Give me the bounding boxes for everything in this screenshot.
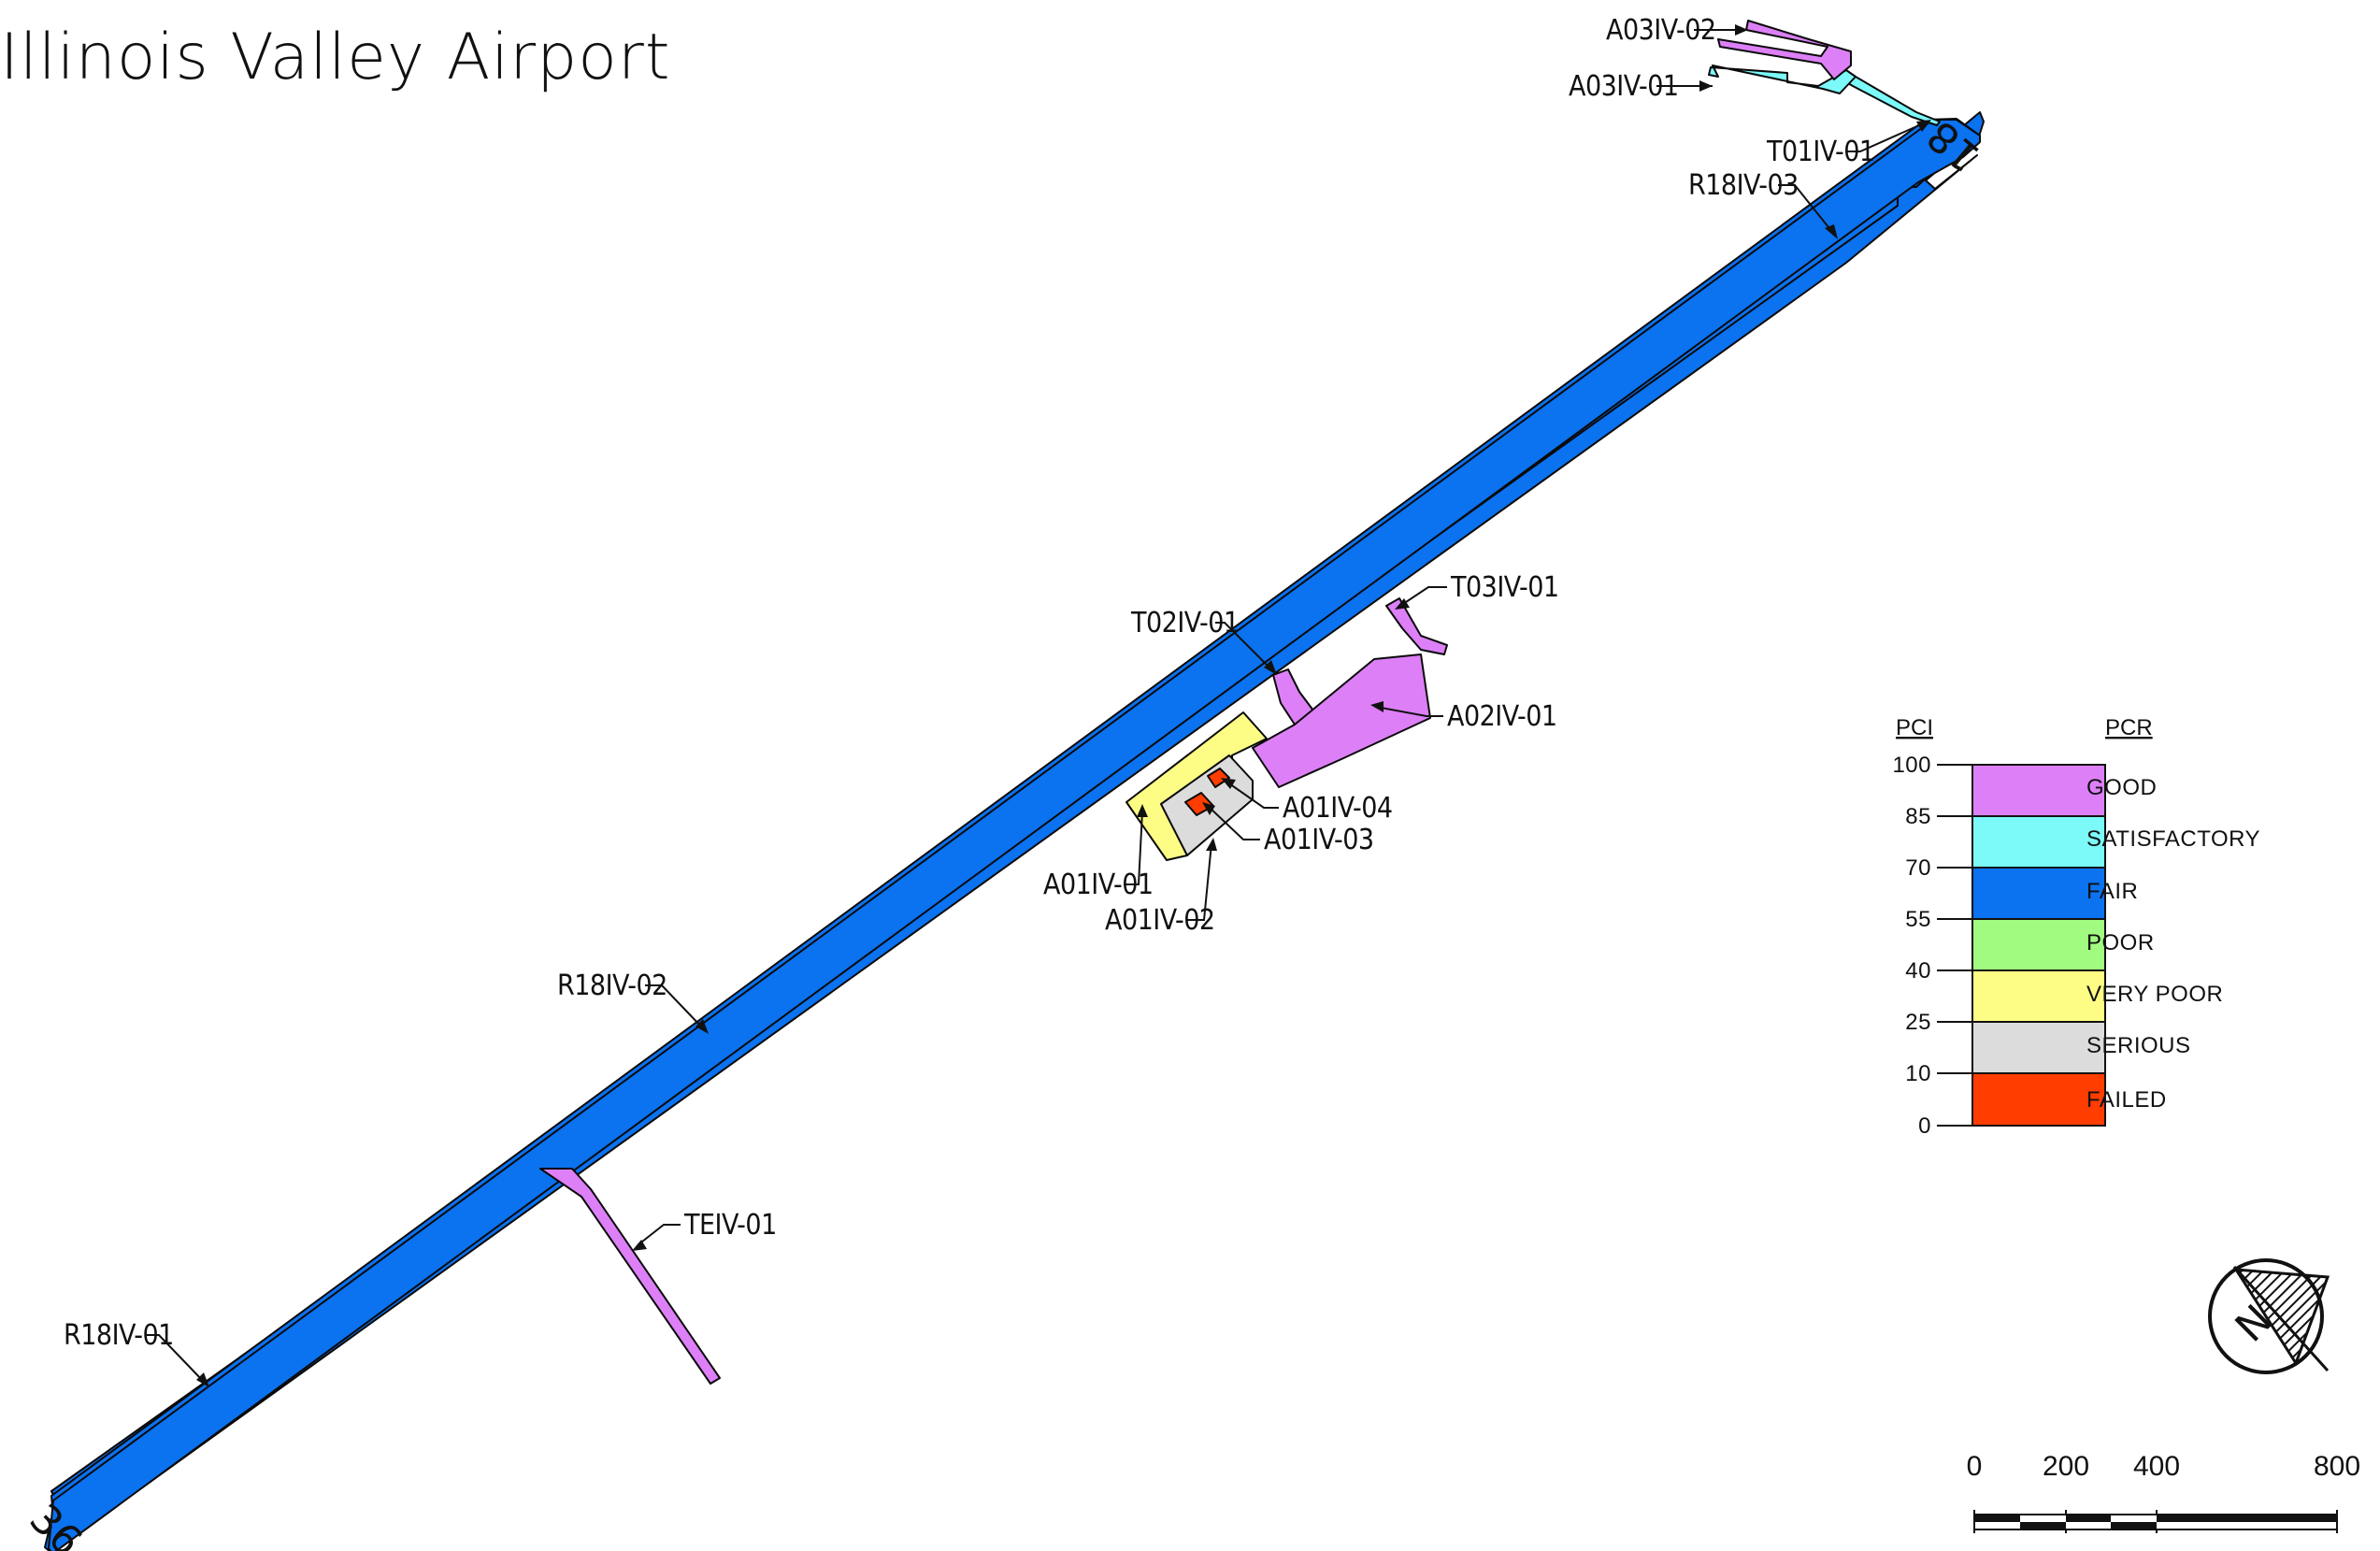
legend-swatch-serious bbox=[1971, 1021, 2106, 1074]
legend-tick-85: 85 bbox=[1905, 804, 1931, 829]
legend-tick-25: 25 bbox=[1905, 1010, 1931, 1035]
legend-swatch-satisfactory bbox=[1971, 815, 2106, 869]
map-title: Illinois Valley Airport bbox=[0, 21, 671, 94]
runway-r18iv[interactable] bbox=[48, 119, 1981, 1551]
label-a01iv-03: A01IV-03 bbox=[1264, 824, 1374, 856]
legend-swatch-very-poor bbox=[1971, 969, 2106, 1023]
legend-pcr-header: PCR bbox=[2105, 715, 2153, 740]
scale-label-200: 200 bbox=[2043, 1451, 2089, 1482]
label-a02iv-01: A02IV-01 bbox=[1447, 700, 1557, 733]
scale-label-0: 0 bbox=[1967, 1451, 1983, 1482]
label-teiv-01: TEIV-01 bbox=[683, 1209, 777, 1242]
apron-a03iv-01[interactable] bbox=[1708, 65, 1857, 94]
taxiway-t03iv-01[interactable] bbox=[1385, 597, 1448, 655]
label-t03iv-01: T03IV-01 bbox=[1450, 571, 1559, 604]
legend-tick-100: 100 bbox=[1892, 753, 1931, 778]
legend-tick-10: 10 bbox=[1905, 1061, 1931, 1086]
apron-a03iv-02[interactable] bbox=[1717, 20, 1852, 80]
legend-label-very-poor: VERY POOR bbox=[2086, 982, 2223, 1007]
legend-label-poor: POOR bbox=[2086, 930, 2155, 955]
legend-tick-70: 70 bbox=[1905, 855, 1931, 881]
legend-label-failed: FAILED bbox=[2086, 1087, 2167, 1113]
runway-body bbox=[48, 119, 1981, 1551]
legend-swatch-poor bbox=[1971, 918, 2106, 971]
apron-a02iv-01[interactable] bbox=[1252, 653, 1431, 788]
scale-label-400: 400 bbox=[2133, 1451, 2180, 1482]
legend-swatch-good bbox=[1971, 764, 2106, 817]
legend-swatch-fair bbox=[1971, 867, 2106, 920]
legend-tick-55: 55 bbox=[1905, 907, 1931, 932]
legend-pci-header: PCI bbox=[1896, 715, 1933, 740]
taxiway-teiv-01[interactable] bbox=[539, 1168, 721, 1385]
apron-a03iv bbox=[1708, 20, 1857, 94]
apron-a01iv-04[interactable] bbox=[1207, 768, 1230, 788]
legend-tick-40: 40 bbox=[1905, 958, 1931, 984]
section-labels: A03IV-02 A03IV-01 T01IV-01 R18IV-03 T03I… bbox=[64, 14, 1931, 1387]
legend-label-fair: FAIR bbox=[2086, 879, 2138, 904]
legend-label-serious: SERIOUS bbox=[2086, 1033, 2191, 1058]
legend-label-good: GOOD bbox=[2086, 775, 2157, 800]
north-arrow: N bbox=[2208, 1258, 2330, 1374]
scale-bar: 0 200 400 800 bbox=[1967, 1451, 2360, 1533]
legend-tick-0: 0 bbox=[1918, 1113, 1931, 1139]
scale-label-800: 800 bbox=[2314, 1451, 2360, 1482]
pci-legend: PCI PCR 100 85 70 55 40 25 10 0 GOOD SAT… bbox=[1892, 715, 2260, 1139]
label-a01iv-04: A01IV-04 bbox=[1283, 792, 1393, 825]
legend-swatch-failed bbox=[1971, 1072, 2106, 1127]
north-arrow-circle bbox=[2208, 1258, 2324, 1374]
legend-label-satisfactory: SATISFACTORY bbox=[2086, 826, 2260, 852]
